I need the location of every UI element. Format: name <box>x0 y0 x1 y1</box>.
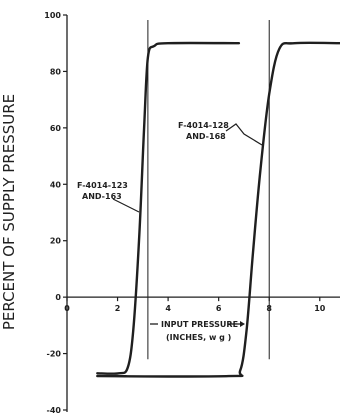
x-tick-label: 6 <box>216 304 222 313</box>
series-line-2 <box>96 41 340 378</box>
input-pressure-arrowhead <box>240 321 245 327</box>
y-tick-label: 40 <box>50 180 62 189</box>
y-tick-label: 60 <box>50 124 62 133</box>
x-tick-label: 2 <box>115 304 121 313</box>
y-tick-label: 0 <box>55 293 61 302</box>
axes <box>63 14 340 412</box>
x-tick-label: 4 <box>165 304 171 313</box>
series1-leader-line <box>112 198 140 213</box>
y-tick-label: 80 <box>50 67 62 76</box>
y-axis-label: PERCENT OF SUPPLY PRESSURE <box>0 94 18 330</box>
y-tick-label: -20 <box>47 350 62 359</box>
input-pressure-label-line2: (INCHES, w g ) <box>166 333 231 342</box>
tick-labels: -40 -20 0 20 40 60 80 100 0 2 4 6 8 10 <box>44 11 325 415</box>
series2-label-line2: AND-168 <box>186 132 226 141</box>
x-tick-label: 0 <box>64 304 70 313</box>
x-tick-label: 8 <box>266 304 272 313</box>
series2-label-line1: F-4014-128 <box>178 121 229 130</box>
y-tick-label: 100 <box>44 11 61 20</box>
x-tick-label: 10 <box>314 304 326 313</box>
series1-label-line1: F-4014-123 <box>77 181 128 190</box>
y-tick-label: -40 <box>47 406 62 415</box>
reference-lines <box>147 20 270 360</box>
series2-leader-line <box>225 123 263 146</box>
input-pressure-label-line1: INPUT PRESSURE <box>161 320 238 329</box>
series-line-1 <box>96 41 241 375</box>
series1-label-line2: AND-163 <box>82 192 122 201</box>
y-tick-label: 20 <box>50 237 62 246</box>
series-lines <box>96 41 340 378</box>
